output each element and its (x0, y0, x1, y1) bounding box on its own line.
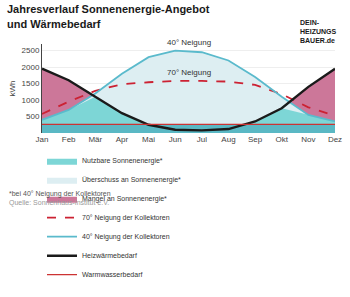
svg-text:Apr: Apr (116, 135, 129, 144)
svg-text:*bei 40° Neigung der Kollektor: *bei 40° Neigung der Kollektoren (9, 190, 111, 198)
svg-text:Mär: Mär (88, 135, 102, 144)
svg-text:1500: 1500 (22, 79, 40, 88)
svg-text:Nutzbare Sonnenenergie*: Nutzbare Sonnenenergie* (82, 157, 163, 165)
svg-text:Mai: Mai (142, 135, 155, 144)
svg-text:Überschuss an Sonnenenergie*: Überschuss an Sonnenenergie* (82, 176, 181, 184)
svg-text:DEIN-HEIZUNGSBAUER.de: DEIN-HEIZUNGSBAUER.de (300, 19, 337, 44)
svg-text:70° Neigung: 70° Neigung (167, 68, 211, 77)
svg-text:70° Neigung der Kollektoren: 70° Neigung der Kollektoren (82, 214, 170, 222)
svg-text:Aug: Aug (221, 135, 235, 144)
svg-text:Jul: Jul (197, 135, 207, 144)
svg-text:Warmwasserbedarf: Warmwasserbedarf (82, 271, 142, 278)
svg-text:Quelle: Sonnenhaus-Institut e.: Quelle: Sonnenhaus-Institut e.V. (9, 199, 109, 207)
svg-text:Sep: Sep (248, 135, 263, 144)
svg-text:2000: 2000 (22, 63, 40, 72)
svg-text:Jun: Jun (169, 135, 182, 144)
svg-text:Jahresverlauf Sonnenenergie-An: Jahresverlauf Sonnenenergie-Angebotund W… (7, 3, 210, 29)
svg-text:2500: 2500 (22, 46, 40, 55)
svg-text:Dez: Dez (328, 135, 342, 144)
svg-text:Heizwärmebedarf: Heizwärmebedarf (82, 252, 137, 259)
svg-text:Mangel an Sonnenenergie*: Mangel an Sonnenenergie* (82, 195, 167, 203)
svg-text:40° Neigung: 40° Neigung (167, 38, 211, 47)
svg-text:kWh: kWh (8, 81, 17, 97)
svg-text:40° Neigung der Kollektoren: 40° Neigung der Kollektoren (82, 233, 170, 241)
svg-text:Jan: Jan (36, 135, 49, 144)
svg-text:Okt: Okt (276, 135, 289, 144)
svg-text:500: 500 (26, 112, 40, 121)
svg-text:Nov: Nov (301, 135, 315, 144)
svg-text:1000: 1000 (22, 96, 40, 105)
svg-text:Feb: Feb (62, 135, 76, 144)
